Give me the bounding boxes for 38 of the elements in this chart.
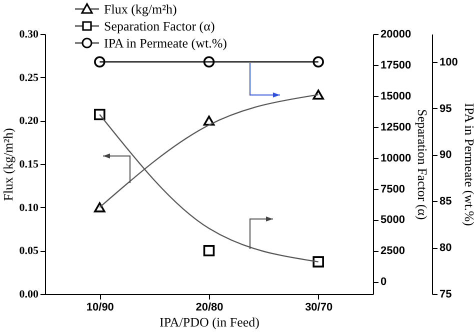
x-tick-label: 30/70 (305, 302, 333, 314)
x-axis-title: IPA/PDO (in Feed) (160, 314, 260, 330)
legend-label: IPA in Permeate (wt.%) (104, 36, 227, 50)
y-tick-label: 0.30 (19, 28, 39, 40)
y3-tick-label: 95 (440, 102, 452, 115)
y-tick-label: 0.15 (19, 158, 39, 170)
y-tick-label: 0.20 (19, 115, 39, 128)
y2-tick-label: 17500 (380, 59, 412, 72)
point (312, 90, 324, 100)
y3-tick-label: 85 (440, 196, 452, 208)
y2-tick-label: 20000 (380, 28, 412, 40)
y3-tick-label: 90 (440, 149, 452, 162)
point (312, 256, 324, 268)
point (94, 202, 106, 212)
y2-tick-label: 5000 (380, 214, 405, 226)
y3-tick-label: 100 (440, 56, 458, 68)
x-tick-label: 20/80 (196, 302, 224, 314)
legend-label: Flux (kg/m²h) (104, 2, 177, 16)
y-tick-label: 0.05 (19, 245, 39, 258)
y2-tick-label: 2500 (380, 245, 405, 258)
x-tick-label: 10/90 (86, 302, 114, 314)
point (94, 108, 106, 120)
point (203, 245, 215, 256)
y2-tick-label: 15000 (380, 90, 412, 102)
y2-tick-label: 0 (380, 276, 387, 288)
y2-tick-label: 12500 (380, 121, 412, 134)
point (203, 116, 215, 126)
y3-axis-title: IPA in Permeate (wt.%) (462, 103, 474, 226)
y-tick-label: 0.25 (19, 72, 39, 84)
y3-tick-label: 75 (440, 288, 452, 300)
legend-label: Separation Factor (α) (104, 18, 215, 34)
y2-tick-label: 10000 (380, 152, 412, 164)
y3-tick-label: 80 (440, 242, 452, 254)
y-axis-title: Flux (kg/m²h) (0, 128, 16, 201)
y-tick-label: 0.10 (19, 202, 39, 214)
y-tick-label: 0.00 (19, 288, 39, 300)
y2-axis-title: Separation Factor (α) (415, 109, 430, 220)
y2-tick-label: 7500 (380, 183, 405, 196)
